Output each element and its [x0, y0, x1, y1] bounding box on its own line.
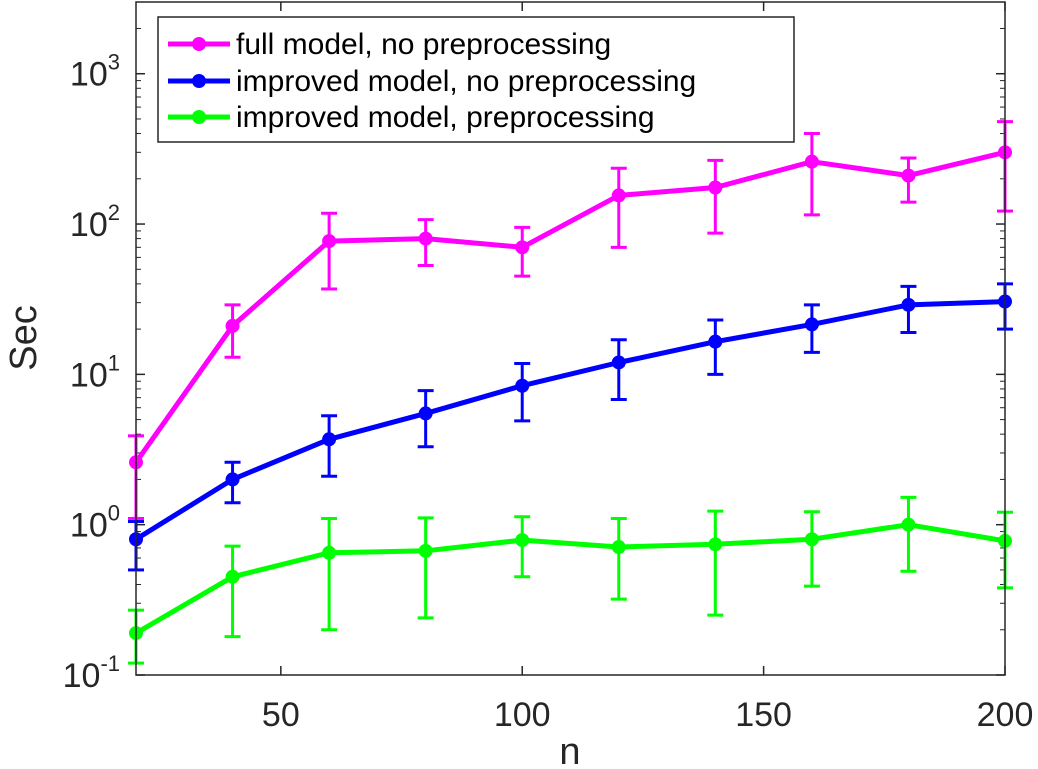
data-point — [708, 180, 723, 195]
legend-marker — [192, 37, 206, 51]
series-line — [134, 299, 1006, 542]
data-point — [418, 543, 433, 558]
data-point — [515, 378, 530, 393]
plot-frame — [135, 1, 1006, 676]
x-axis-label: n — [559, 731, 580, 769]
legend-item-improved-model-preprocessing: improved model, preprocessing — [168, 101, 655, 134]
data-point — [322, 545, 337, 560]
series-group — [128, 495, 1013, 665]
legend-label: improved model, no preprocessing — [236, 65, 696, 98]
x-tick-label: 200 — [977, 696, 1034, 734]
x-tick-label: 50 — [262, 696, 300, 734]
y-tick-label: 103 — [70, 50, 120, 94]
data-point — [515, 533, 530, 548]
data-point — [515, 240, 530, 255]
data-point — [225, 569, 240, 584]
data-point — [611, 355, 626, 370]
data-point — [611, 188, 626, 203]
y-tick-label: 100 — [70, 501, 120, 545]
series-group — [128, 120, 1013, 520]
data-point — [901, 168, 916, 183]
data-point — [804, 532, 819, 547]
series-layer — [128, 120, 1013, 665]
legend-label: improved model, preprocessing — [236, 101, 655, 134]
data-point — [901, 517, 916, 532]
legend-box — [157, 16, 795, 143]
data-point — [611, 540, 626, 555]
data-point — [901, 297, 916, 312]
data-point — [225, 472, 240, 487]
data-point — [804, 154, 819, 169]
series-group — [128, 282, 1013, 572]
data-point — [322, 432, 337, 447]
data-point — [708, 537, 723, 552]
legend-marker — [192, 74, 206, 88]
series-line — [134, 522, 1006, 636]
y-axis-label: Sec — [3, 305, 45, 370]
data-point — [418, 231, 433, 246]
data-point — [418, 406, 433, 421]
legend-label: full model, no preprocessing — [236, 28, 611, 61]
legend: full model, no preprocessing improved mo… — [157, 16, 795, 143]
data-point — [708, 334, 723, 349]
data-point — [322, 234, 337, 249]
series-line — [133, 149, 1006, 464]
legend-marker — [192, 110, 206, 124]
data-point — [225, 318, 240, 333]
y-tick-label: 101 — [70, 350, 120, 394]
x-ticks: 50 100 150 200 — [262, 2, 1033, 734]
y-tick-label: 10-1 — [63, 651, 120, 695]
x-tick-label: 100 — [494, 696, 551, 734]
legend-item-full-model: full model, no preprocessing — [168, 28, 611, 61]
legend-item-improved-model: improved model, no preprocessing — [168, 65, 696, 98]
data-point — [804, 317, 819, 332]
x-tick-label: 150 — [735, 696, 792, 734]
y-tick-label: 102 — [70, 200, 120, 244]
